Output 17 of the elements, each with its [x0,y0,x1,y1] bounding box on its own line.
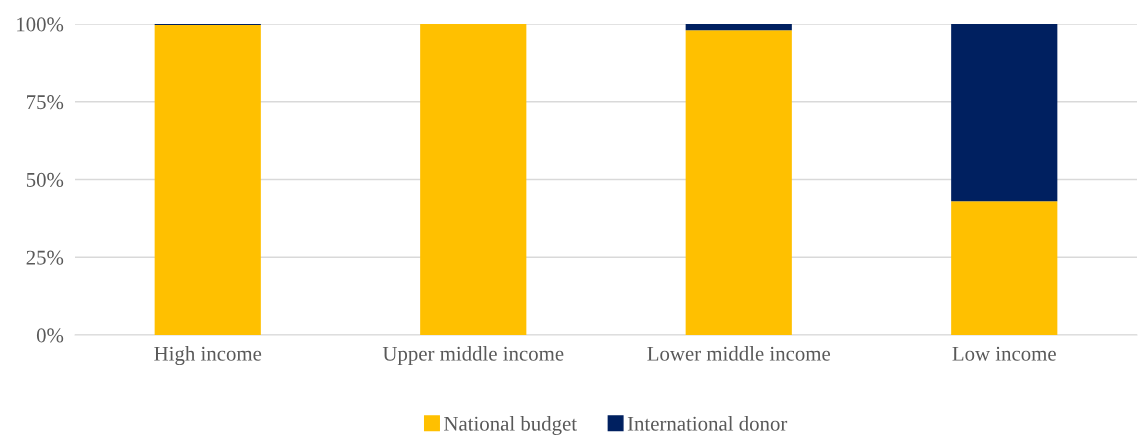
y-tick-label: 50% [26,172,64,187]
bar [154,24,261,335]
y-tick-label: 25% [26,250,64,265]
x-tick-label: Low income [952,346,1056,361]
legend-label: National budget [444,416,577,436]
bar [951,201,1058,335]
x-tick-label: Lower middle income [647,346,831,361]
y-tick-label: 100% [17,17,64,32]
bar [685,24,792,31]
x-tick-label: Upper middle income [382,346,564,365]
bar [685,30,792,335]
bar [420,24,527,335]
y-tick-label: 75% [27,95,64,110]
x-tick-label: High income [154,346,262,366]
legend-label: International donor [627,416,788,431]
bar [951,24,1058,202]
y-tick-label: 0% [36,328,64,343]
